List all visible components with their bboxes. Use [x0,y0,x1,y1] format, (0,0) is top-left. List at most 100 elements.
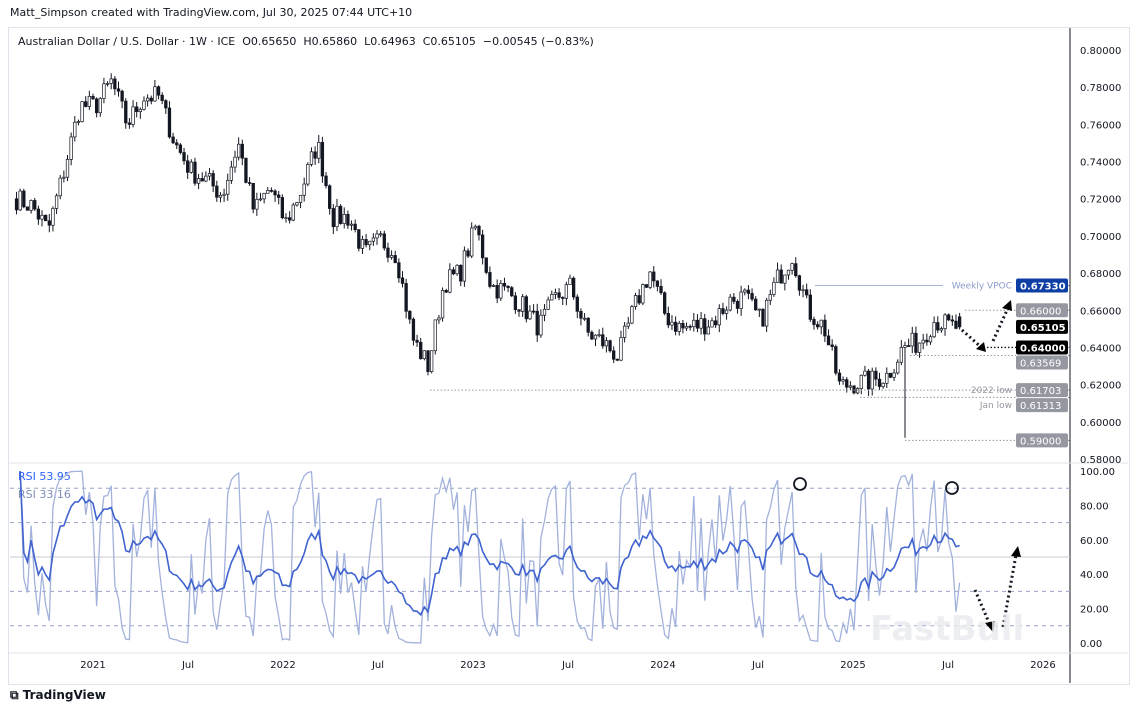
candle-body [175,142,179,146]
candle-body [368,240,372,246]
price-tick: 0.74000 [1080,158,1121,169]
level-note: Jan low [979,401,1012,411]
price-label: 0.63569 [1020,358,1061,369]
candle-body [273,190,277,196]
candle-body [349,223,354,226]
candle-body [881,382,885,387]
candle-body [601,334,605,347]
candle-body [473,225,477,229]
candle-body [710,320,714,328]
candle-body [236,143,241,158]
candle-body [331,208,335,228]
candle-body [746,289,751,294]
candle-body [94,98,99,114]
candle-body [415,339,419,343]
candle-body [233,156,237,168]
candle-body [739,291,743,309]
candle-body [422,350,427,360]
candle-body [954,320,958,329]
time-tick: 2021 [80,660,105,671]
price-tick: 0.72000 [1080,195,1121,206]
candle-body [717,308,721,326]
candle-body [794,263,798,277]
candle-body [622,325,627,338]
candle-body [597,334,601,337]
time-tick: 2026 [1030,660,1055,671]
candle-body [120,90,124,102]
candle-body [448,269,452,293]
level-note: Weekly VPOC [952,282,1012,292]
candle-body [33,200,37,210]
candle-body [149,97,153,102]
candle-body [386,247,390,258]
candle-body [553,292,558,295]
price-label-box [1016,355,1068,370]
candle-body [684,325,689,329]
candle-body [186,160,190,173]
candle-body [171,136,175,144]
candle-body [863,370,867,376]
candle-body [699,318,703,329]
candle-body [142,100,146,110]
candle-body [389,255,394,258]
candle-body [342,214,346,224]
candle-body [724,309,729,314]
candle-body [943,314,947,329]
candle-body [695,319,700,329]
price-tick: 0.68000 [1080,269,1121,280]
candle-body [841,379,845,382]
candle-body [648,271,652,288]
candle-body [797,275,802,291]
candle-body [575,296,579,312]
candle-body [357,229,361,249]
candle-body [455,264,459,275]
candle-body [768,294,772,301]
candle-body [568,277,572,285]
candle-body [593,334,598,340]
candle-body [353,223,357,231]
candle-body [25,206,30,211]
candle-body [91,95,95,100]
candle-body [306,164,310,185]
candle-body [404,283,408,312]
candle-body [105,83,110,85]
candle-body [36,208,41,220]
price-label: 0.65105 [1020,323,1066,334]
rsi-value: 53.95 [39,470,71,483]
price-label: 0.61313 [1020,401,1061,412]
candle-body [309,151,314,165]
candle-body [244,157,248,183]
candle-body [277,194,281,198]
candle-body [535,310,539,336]
candle-body [284,217,288,219]
candle-body [903,345,907,348]
candle-body [743,289,747,293]
candle-body [688,325,692,328]
candle-body [939,328,944,331]
candle-body [429,350,434,372]
candle-body [295,202,299,206]
candle-body [805,289,809,296]
candle-body [44,214,48,222]
candle-body [877,378,882,387]
candle-body [196,178,201,184]
candle-body [641,284,645,304]
candle-body [906,345,911,347]
candle-body [757,308,761,311]
candle-body [328,185,332,209]
candle-body [899,347,904,363]
candle-body [222,193,226,196]
candle-body [663,292,667,314]
candle-body [524,296,528,320]
candle-body [470,227,474,257]
candle-body [397,262,401,279]
price-label: 0.67330 [1020,282,1066,293]
candle-body [546,299,550,310]
candle-body [604,340,609,347]
candle-body [76,121,81,123]
candle-body [728,296,732,311]
candle-body [215,185,219,198]
candle-body [320,142,325,177]
price-tick: 0.62000 [1080,381,1121,392]
